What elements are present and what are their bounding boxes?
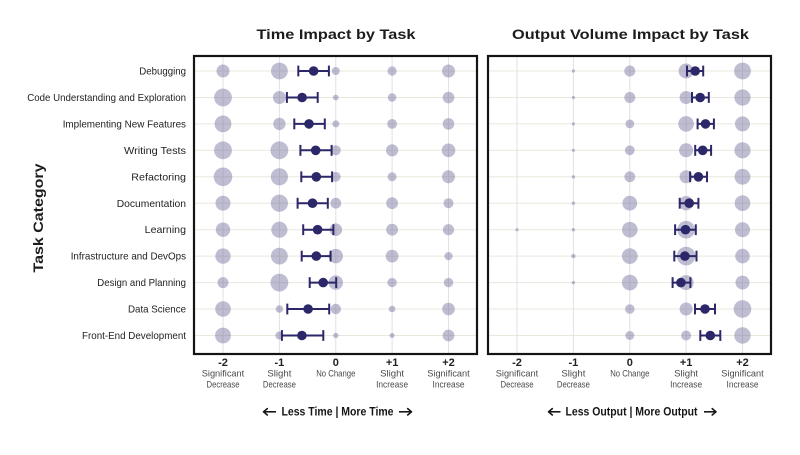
svg-text:Refactoring: Refactoring bbox=[131, 171, 186, 183]
svg-text:Time Impact by Task: Time Impact by Task bbox=[257, 27, 416, 42]
svg-text:Slight: Slight bbox=[380, 369, 404, 380]
svg-text:Learning: Learning bbox=[145, 224, 186, 236]
svg-text:Increase: Increase bbox=[670, 380, 702, 391]
svg-text:Data Science: Data Science bbox=[128, 304, 186, 316]
svg-text:0: 0 bbox=[627, 357, 633, 369]
svg-text:No Change: No Change bbox=[316, 369, 355, 380]
svg-text:Significant: Significant bbox=[496, 369, 539, 380]
svg-text:+1: +1 bbox=[386, 357, 399, 369]
svg-text:Increase: Increase bbox=[433, 380, 465, 391]
svg-text:Implementing New Features: Implementing New Features bbox=[63, 118, 186, 130]
svg-text:+2: +2 bbox=[736, 357, 749, 369]
svg-text:Decrease: Decrease bbox=[557, 380, 590, 391]
svg-text:0: 0 bbox=[333, 357, 339, 369]
svg-text:Decrease: Decrease bbox=[263, 380, 296, 391]
svg-text:Task Category: Task Category bbox=[31, 163, 46, 273]
svg-text:+1: +1 bbox=[680, 357, 693, 369]
svg-text:Output Volume Impact by Task: Output Volume Impact by Task bbox=[512, 27, 749, 42]
svg-text:-2: -2 bbox=[218, 357, 228, 369]
svg-text:-2: -2 bbox=[512, 357, 522, 369]
svg-text:Slight: Slight bbox=[561, 369, 585, 380]
svg-text:Significant: Significant bbox=[721, 369, 764, 380]
svg-text:Significant: Significant bbox=[202, 369, 245, 380]
svg-text:Front-End Development: Front-End Development bbox=[82, 330, 186, 342]
svg-text:+2: +2 bbox=[442, 357, 455, 369]
svg-text:Documentation: Documentation bbox=[117, 198, 186, 210]
svg-text:Decrease: Decrease bbox=[207, 380, 240, 391]
svg-text:No Change: No Change bbox=[610, 369, 649, 380]
svg-text:Less Time | More Time: Less Time | More Time bbox=[282, 407, 394, 419]
svg-text:Design and Planning: Design and Planning bbox=[97, 277, 186, 289]
svg-text:Infrastructure and DevOps: Infrastructure and DevOps bbox=[71, 251, 186, 263]
svg-text:Less Output | More Output: Less Output | More Output bbox=[566, 407, 698, 419]
svg-text:Increase: Increase bbox=[727, 380, 759, 391]
svg-text:-1: -1 bbox=[275, 357, 285, 369]
svg-text:Code Understanding and Explora: Code Understanding and Exploration bbox=[27, 92, 186, 104]
svg-text:Slight: Slight bbox=[674, 369, 698, 380]
svg-text:Increase: Increase bbox=[376, 380, 408, 391]
svg-text:Slight: Slight bbox=[267, 369, 291, 380]
svg-text:Significant: Significant bbox=[427, 369, 470, 380]
svg-text:-1: -1 bbox=[569, 357, 579, 369]
svg-text:Debugging: Debugging bbox=[139, 66, 186, 78]
svg-text:Decrease: Decrease bbox=[501, 380, 534, 391]
svg-text:Writing Tests: Writing Tests bbox=[124, 145, 186, 157]
